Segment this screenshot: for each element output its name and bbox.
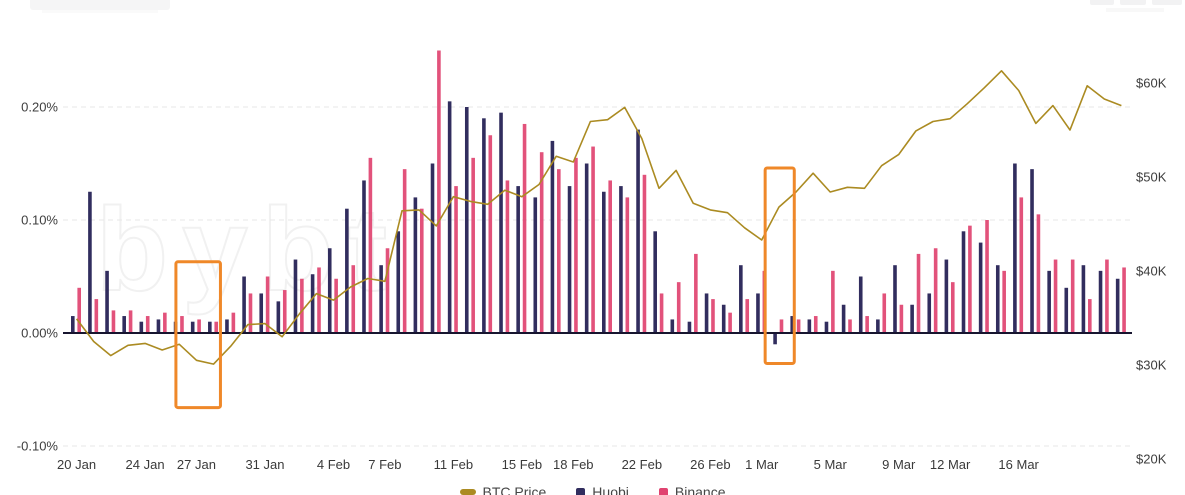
huobi-bar-marker-icon xyxy=(576,487,586,495)
binance-bars[interactable] xyxy=(77,50,1126,334)
left-axis-tick: 0.20% xyxy=(21,99,58,115)
highlight-box-1 xyxy=(174,260,222,410)
x-axis-tick: 1 Mar xyxy=(745,457,779,472)
x-axis-tick: 27 Jan xyxy=(176,457,216,472)
cutoff-control-right-1[interactable] xyxy=(1090,0,1114,5)
x-axis-tick: 11 Feb xyxy=(433,457,474,472)
legend-item-btc-price[interactable]: BTC Price xyxy=(459,484,547,495)
x-axis-tick: 9 Mar xyxy=(882,457,916,472)
grid-lines xyxy=(63,106,1132,447)
x-axis-tick: 12 Mar xyxy=(929,457,971,472)
cutoff-toolbar-left-shadow xyxy=(42,10,158,13)
x-axis-tick: 20 Jan xyxy=(57,457,97,472)
left-axis-tick: -0.10% xyxy=(16,438,58,454)
left-axis-tick: 0.10% xyxy=(21,212,58,228)
watermark: bybt xyxy=(95,183,402,317)
legend-item-huobi[interactable]: Huobi xyxy=(576,484,629,495)
btc-price-line-marker-icon xyxy=(459,489,476,495)
legend-label-huobi: Huobi xyxy=(592,484,629,495)
x-axis-tick: 15 Feb xyxy=(501,457,543,472)
cutoff-control-right-4 xyxy=(1106,8,1164,12)
x-axis-tick: 16 Mar xyxy=(998,457,1039,472)
legend-item-binance[interactable]: Binance xyxy=(658,484,726,495)
right-axis-tick: $60K xyxy=(1136,75,1167,91)
x-axis-tick: 5 Mar xyxy=(813,457,847,472)
x-axis-tick: 7 Feb xyxy=(368,457,402,472)
right-axis-tick: $30K xyxy=(1136,357,1167,373)
right-axis-tick: $40K xyxy=(1136,263,1167,279)
x-axis-tick: 22 Feb xyxy=(621,457,663,472)
x-axis-tick: 26 Feb xyxy=(690,457,731,472)
highlight-box-2 xyxy=(763,166,796,366)
btc-price-line[interactable] xyxy=(75,70,1122,365)
x-axis-tick: 24 Jan xyxy=(125,457,165,472)
legend-label-btc-price: BTC Price xyxy=(482,484,547,495)
cutoff-toolbar-left[interactable] xyxy=(30,0,170,10)
x-axis-tick: 31 Jan xyxy=(245,457,285,472)
legend-label-binance: Binance xyxy=(674,484,726,495)
x-axis-tick: 18 Feb xyxy=(553,457,594,472)
right-axis-tick: $50K xyxy=(1136,169,1167,185)
huobi-bars[interactable] xyxy=(71,101,1120,345)
cutoff-control-right-2[interactable] xyxy=(1120,0,1146,5)
right-axis-tick: $20K xyxy=(1136,451,1167,467)
left-axis-tick: 0.00% xyxy=(21,325,58,341)
cutoff-control-right-3[interactable] xyxy=(1152,0,1182,5)
binance-bar-marker-icon xyxy=(658,487,668,495)
legend: BTC Price Huobi Binance xyxy=(0,484,1185,495)
x-axis-tick: 4 Feb xyxy=(316,457,351,472)
